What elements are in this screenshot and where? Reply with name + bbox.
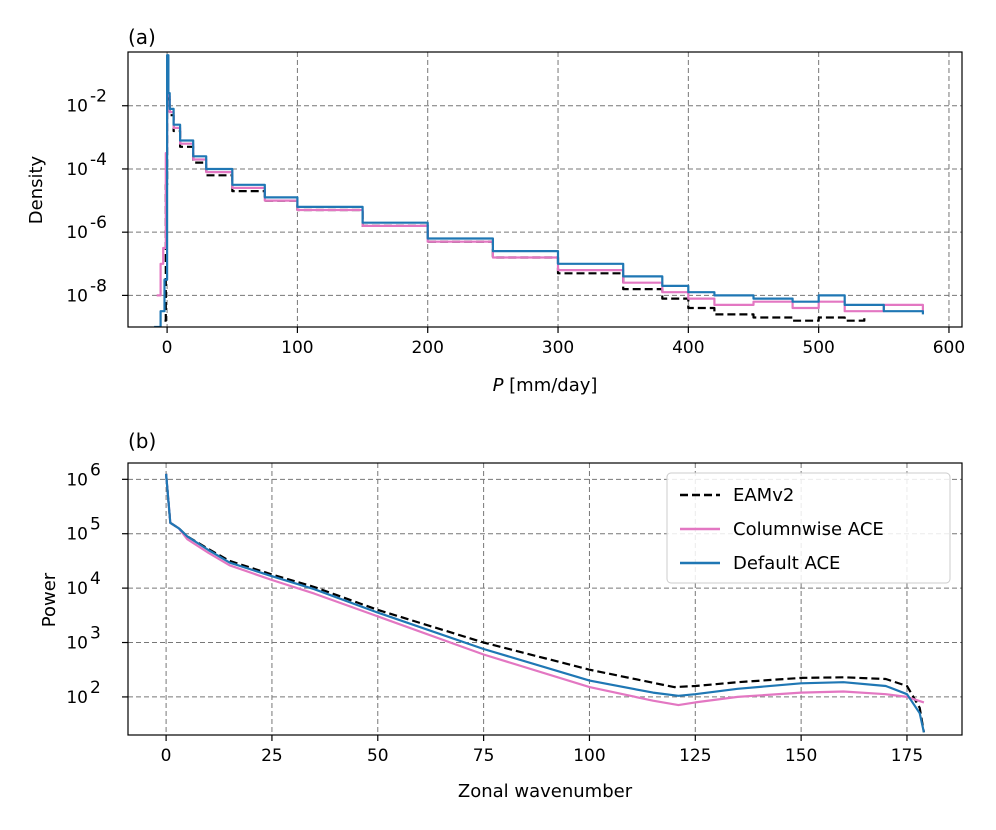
panel-a-y-tick-exponent: -2 — [90, 87, 107, 107]
panel-b-x-tick-label: 50 — [367, 746, 389, 766]
panel-b-x-tick-label: 25 — [261, 746, 283, 766]
panel-a-series-columnwise-ace — [156, 57, 924, 313]
panel-b-y-tick-label: 10 — [66, 579, 88, 599]
panel-b-y-tick-label: 10 — [66, 688, 88, 708]
panel-b-series-columnwise-ace — [165, 473, 925, 707]
panel-b-x-ticks: 0 25 50 75 100 125 150 175 — [161, 735, 923, 766]
legend-box — [666, 472, 951, 584]
panel-a-x-tick-label: 500 — [802, 338, 834, 358]
panel-a-x-tick-label: 100 — [281, 338, 313, 358]
panel-b-series-default-ace — [165, 473, 925, 733]
panel-b-x-tick-label: 125 — [679, 746, 711, 766]
panel-b-title: (b) — [128, 429, 156, 453]
panel-b-y-tick-exponent: 6 — [90, 460, 101, 480]
legend-label-eamv2: EAMv2 — [733, 485, 794, 506]
panel-a-x-tick-label: 200 — [411, 338, 443, 358]
panel-a-x-tick-label: 600 — [933, 338, 965, 358]
panel-a-y-tick-label: 10 — [66, 223, 88, 243]
panel-b-x-tick-label: 150 — [785, 746, 817, 766]
panel-a-frame — [127, 51, 963, 328]
panel-b-y-tick-exponent: 3 — [90, 624, 101, 644]
legend-label-columnwise: Columnwise ACE — [733, 519, 884, 540]
panel-a-y-tick-label: 10 — [66, 160, 88, 180]
panel-a-title: (a) — [128, 25, 156, 49]
panel-a-y-tick-exponent: -8 — [90, 276, 107, 296]
panel-a-y-tick-exponent: -6 — [90, 213, 107, 233]
panel-b-x-tick-label: 100 — [573, 746, 605, 766]
panel-a-y-tick-label: 10 — [66, 286, 88, 306]
panel-b-y-tick-exponent: 5 — [90, 515, 101, 535]
panel-a-grid — [128, 52, 962, 327]
panel-b-y-label: Power — [39, 572, 60, 627]
panel-b-x-tick-label: 0 — [161, 746, 172, 766]
panel-a-x-tick-label: 400 — [672, 338, 704, 358]
panel-b-y-tick-label: 10 — [66, 634, 88, 654]
panel-a-y-label: Density — [26, 155, 47, 224]
panel-b-y-tick-exponent: 2 — [90, 678, 101, 698]
panel-a: (a) 0 100 200 300 400 500 600 10-210-410-610-8… — [26, 25, 965, 396]
panel-a-series-eamv2 — [164, 69, 866, 322]
panel-b-y-tick-label: 10 — [66, 470, 88, 490]
panel-a-x-tick-label: 300 — [542, 338, 574, 358]
panel-a-y-ticks: 10-210-410-610-8 — [66, 87, 128, 306]
panel-a-y-tick-label: 10 — [66, 97, 88, 117]
panel-a-x-ticks: 0 100 200 300 400 500 600 — [162, 327, 965, 358]
panel-b-x-label: Zonal wavenumber — [458, 781, 633, 802]
panel-a-series-default-ace — [154, 54, 924, 327]
legend-label-default: Default ACE — [733, 553, 840, 574]
panel-b-series — [165, 473, 925, 733]
panel-b-x-tick-label: 175 — [891, 746, 923, 766]
panel-b-x-tick-label: 75 — [473, 746, 495, 766]
panel-a-x-tick-label: 0 — [162, 338, 173, 358]
panel-b-grid — [128, 463, 962, 735]
panel-b-y-tick-label: 10 — [66, 525, 88, 545]
panel-b-frame — [127, 462, 963, 736]
panel-a-y-tick-exponent: -4 — [90, 150, 107, 170]
panel-a-x-label: P [mm/day] — [493, 375, 598, 396]
panel-a-series — [154, 54, 924, 327]
legend: EAMv2 Columnwise ACE Default ACE — [666, 472, 951, 584]
panel-b-y-tick-exponent: 4 — [90, 569, 101, 589]
